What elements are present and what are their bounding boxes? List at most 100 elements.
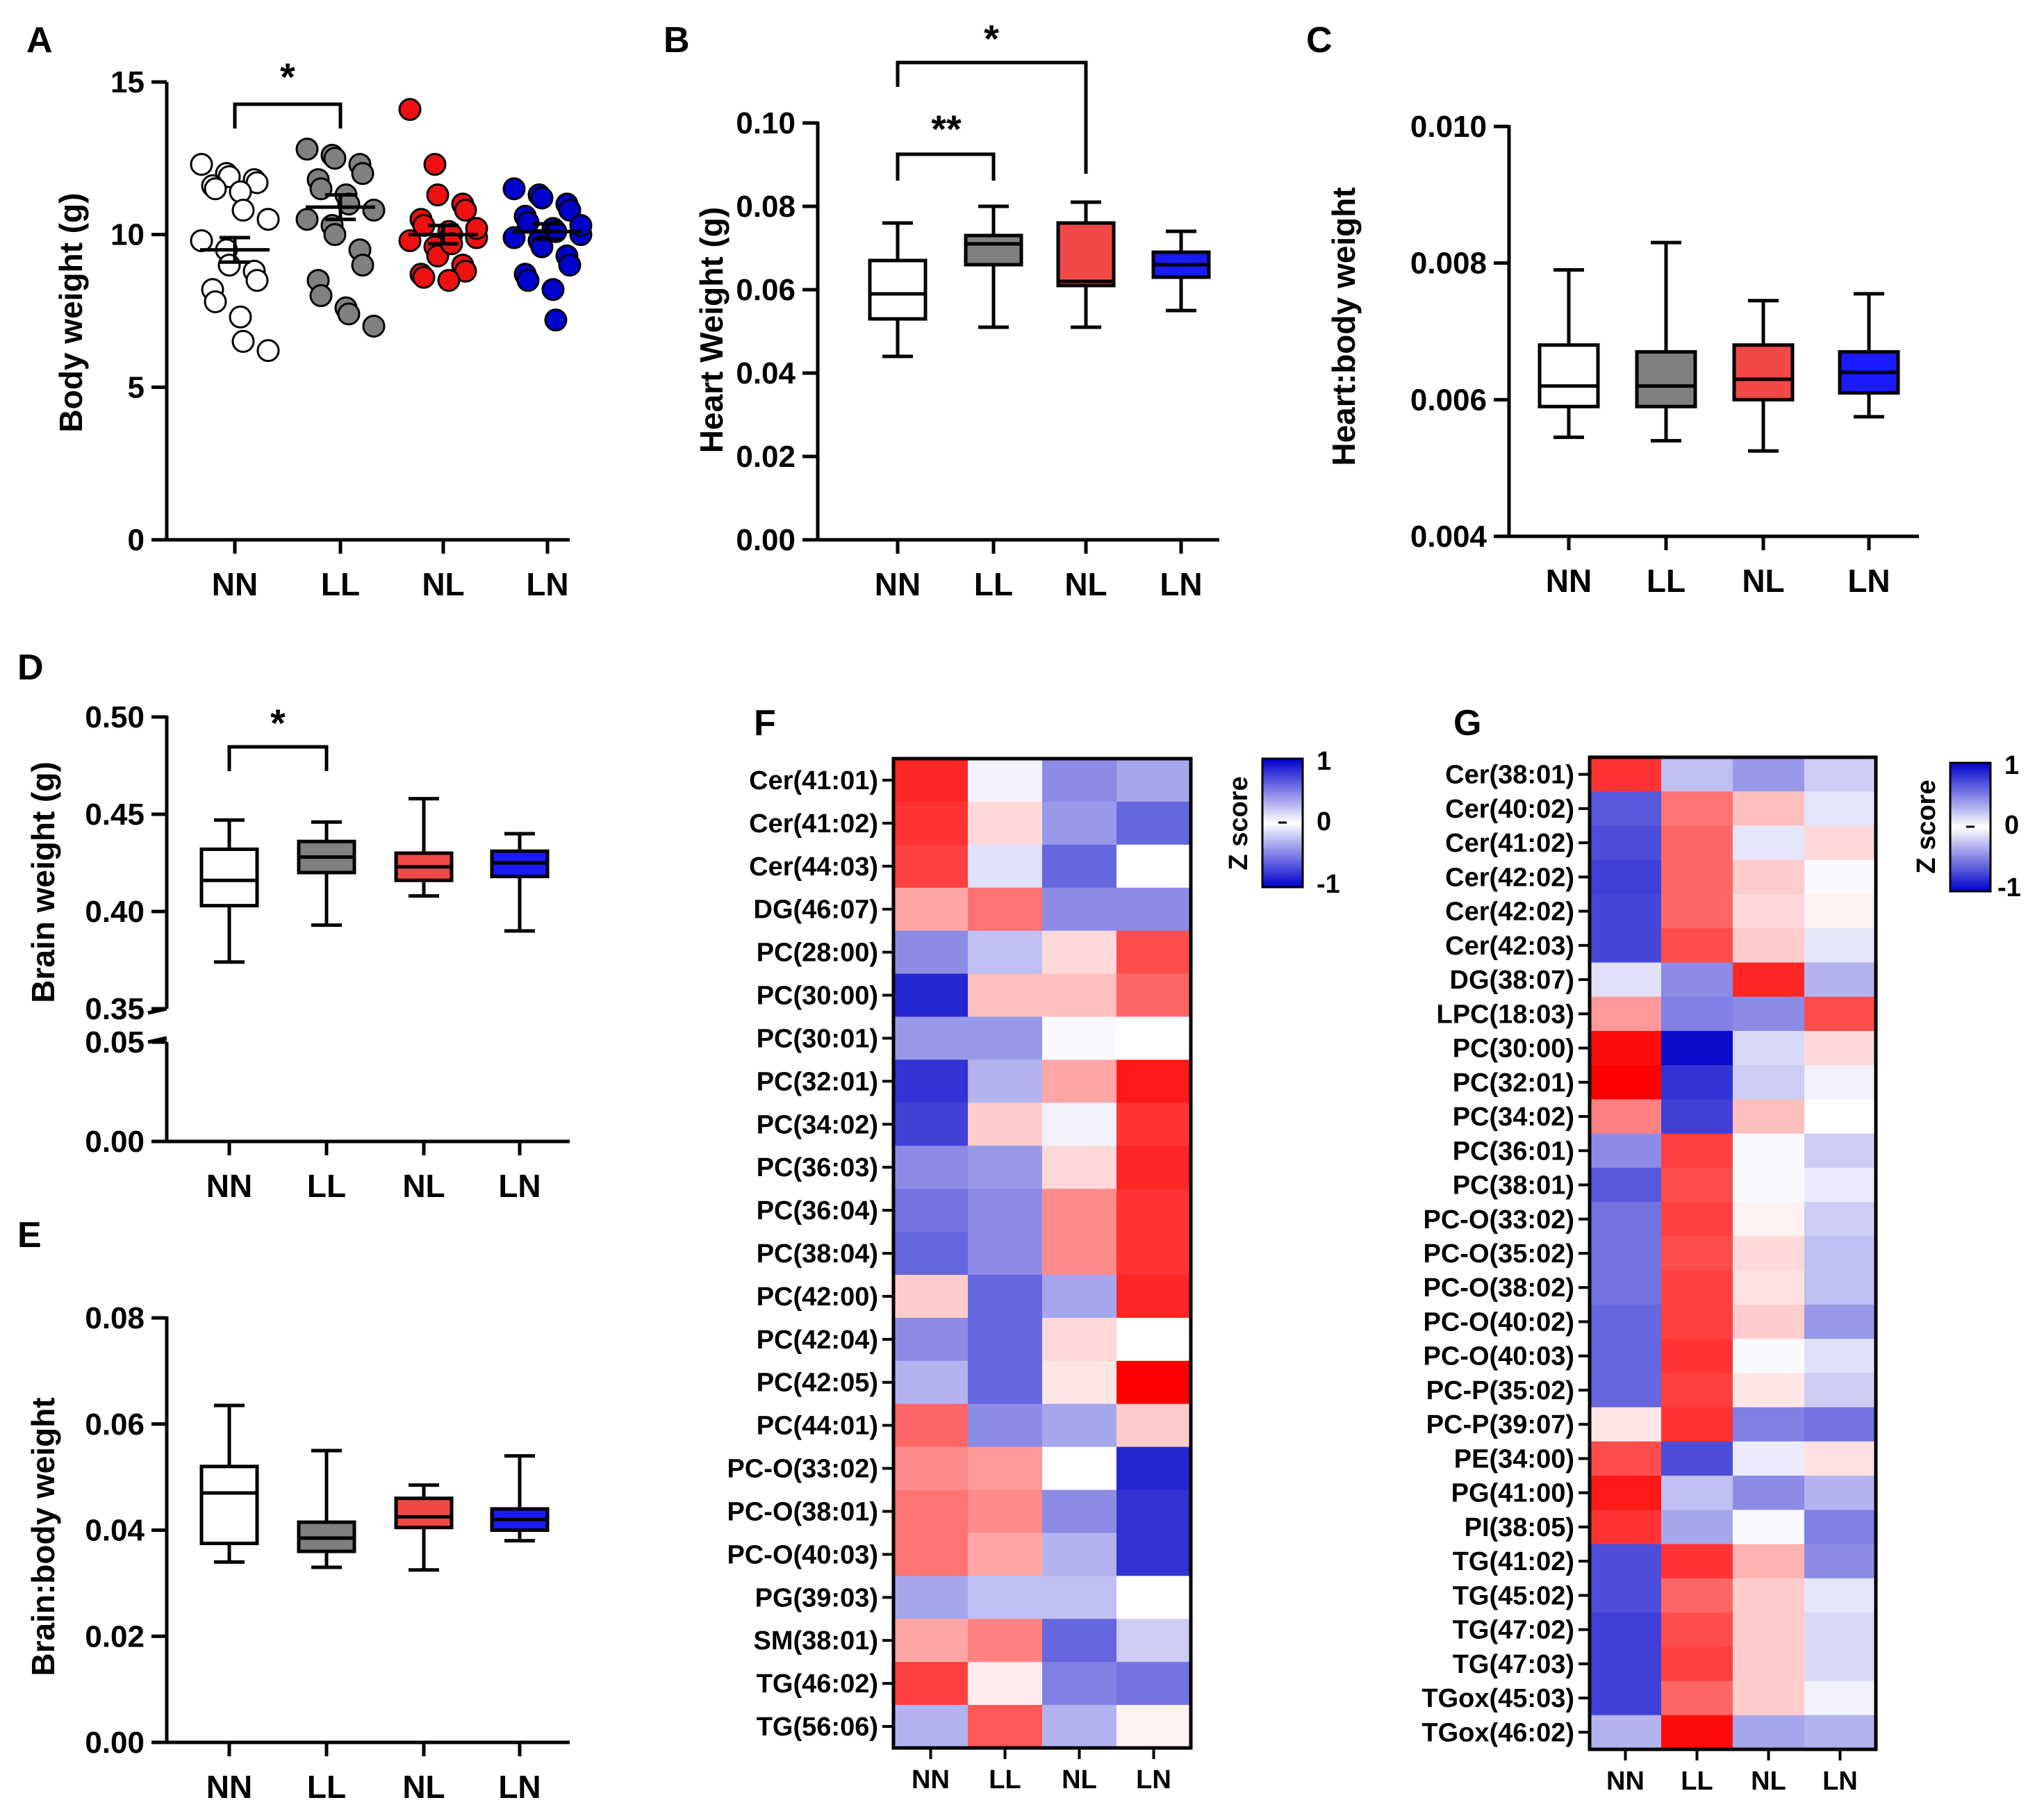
panel-g-heat-cell (1590, 1030, 1662, 1066)
panel-g-heat-cell (1661, 859, 1733, 895)
panel-g-heat-cell (1733, 1681, 1805, 1716)
panel-f-row-label: PC(36:04) (757, 1196, 878, 1226)
panel-g-row-label: PC-O(40:03) (1424, 1342, 1575, 1371)
panel-f-heat-cell (893, 1146, 969, 1189)
panel-g-heat-cell (1733, 1647, 1805, 1682)
panel-f-heat-cell (893, 1103, 969, 1146)
panel-b-ylabel: Heart Weight (g) (693, 207, 730, 453)
panel-f-row-label: DG(46:07) (754, 896, 879, 925)
panel-f-row-label: PC(42:04) (757, 1326, 878, 1355)
panel-g-heat-cell (1733, 1167, 1805, 1203)
panel-f-heat-cell (1116, 887, 1192, 932)
panel-f-heat-cell (893, 1189, 969, 1232)
panel-g-col-label: LL (1681, 1767, 1713, 1796)
panel-f-heat-cell (1042, 759, 1117, 802)
panel-f-heat-cell (893, 930, 969, 975)
panel-g-heat-cell (1661, 1202, 1733, 1237)
panel-b-box-nn (868, 258, 928, 321)
panel-f-heat-cell (1042, 1232, 1117, 1276)
panel-e-ytick-label: 0.02 (85, 1619, 145, 1653)
panel-a-sig-bracket (233, 102, 343, 129)
panel-e-ylabel: Brain:body weight (25, 1397, 61, 1676)
panel-a-label: A (26, 20, 53, 60)
panel-g-colorbar-tick-mid: 0 (2004, 811, 2019, 840)
panel-f-heat-cell (1116, 1059, 1192, 1103)
panel-g-heat-cell (1733, 1304, 1805, 1339)
panel-d-ytick-label: 0.45 (85, 798, 145, 832)
panel-f-heat-cell (1116, 1533, 1192, 1576)
panel-a-point-ll (351, 254, 374, 277)
panel-a-point-ln (530, 186, 554, 210)
panel-b-box-nl (1056, 221, 1116, 288)
panel-g-heat-cell (1733, 928, 1805, 963)
panel-f-heat-cell (1116, 844, 1192, 889)
panel-b-sig-star-single: * (984, 17, 999, 60)
panel-g-label: G (1453, 703, 1481, 743)
panel-f-heat-cell (968, 759, 1043, 802)
panel-b-ytick-label: 0.04 (736, 356, 796, 390)
panel-f-heat-cell (1042, 1619, 1117, 1662)
panel-f-row-label: PC(42:00) (757, 1282, 878, 1312)
panel-f-row-label: PC(30:01) (757, 1024, 878, 1053)
panel-f-heat-cell (968, 1446, 1043, 1491)
panel-f-heat-cell (893, 1446, 969, 1491)
panel-g-heat-cell (1590, 1133, 1662, 1169)
panel-e-category-label: LL (307, 1769, 346, 1805)
panel-a-ytick-label: 10 (110, 218, 145, 252)
panel-f-heat-cell (1116, 1317, 1192, 1362)
panel-g-heat-cell (1804, 1030, 1877, 1066)
panel-g-heat-cell (1804, 1578, 1877, 1613)
panel-b-category-label: NN (875, 566, 921, 602)
panel-g-heat-cell (1661, 1578, 1733, 1613)
panel-e-ytick-label: 0.00 (85, 1726, 145, 1760)
panel-f-heat-cell (1116, 759, 1192, 802)
panel-f-heat-cell (968, 1490, 1043, 1533)
panel-f-row-label: SM(38:01) (754, 1626, 879, 1656)
panel-f-heat-cell (893, 1533, 969, 1576)
panel-g-row-label: TG(47:03) (1453, 1650, 1574, 1679)
panel-g-heat-cell (1804, 996, 1877, 1032)
panel-a-ytick-label: 5 (128, 370, 145, 404)
panel-g-heat-cell (1661, 1270, 1733, 1305)
panel-g-col-label: NN (1606, 1767, 1645, 1796)
panel-f-heat-cell (893, 973, 969, 1017)
panel-g-heat-cell (1804, 1133, 1877, 1169)
panel-a-ytick-label: 15 (110, 65, 145, 99)
panel-f: F Cer(41:01) Cer(41:02) Cer(44:03) DG(46:07… (727, 703, 1340, 1794)
panel-f-heat-cell (968, 1360, 1043, 1405)
panel-g-row-label: PC-O(40:02) (1424, 1307, 1575, 1337)
panel-f-heat-cell (968, 973, 1043, 1017)
panel-f-heat-cell (893, 801, 969, 845)
panel-e-box-nn (199, 1464, 259, 1546)
panel-g-row-label: TG(41:02) (1453, 1547, 1574, 1576)
panel-g-heat-cell (1804, 825, 1877, 861)
panel-c: C Heart:body weight 0.004 0.006 0.008 0.010… (1306, 20, 1919, 599)
panel-e-category-label: NN (206, 1769, 252, 1805)
panel-c-ytick-label: 0.006 (1410, 383, 1487, 417)
panel-g-heat-cell (1590, 1647, 1662, 1682)
panel-g-heat-cell (1590, 1373, 1662, 1408)
panel-g-heat-cell (1804, 1476, 1877, 1510)
panel-g-heat-cell (1733, 1030, 1805, 1066)
panel-f-row-label: PC(34:02) (757, 1110, 878, 1139)
panel-g-heat-cell (1590, 1304, 1662, 1339)
panel-f-row-label: Cer(44:03) (749, 852, 878, 882)
panel-f-col-label: LL (989, 1765, 1021, 1794)
panel-g-heat-cell (1661, 1065, 1733, 1100)
panel-f-heat-cell (1116, 1446, 1192, 1491)
panel-b-sig-star-double: ** (931, 107, 962, 151)
panel-f-heat-cell (1042, 1016, 1117, 1060)
panel-f-colorbar-tick-bottom: -1 (1317, 870, 1340, 899)
panel-c-category-label: NN (1546, 563, 1592, 599)
panel-f-heat-cell (968, 1189, 1043, 1232)
panel-g: G Cer(38:01) Cer(40:02) Cer(41:02) Cer(42:0… (1421, 703, 2020, 1796)
panel-f-heat-cell (968, 1103, 1043, 1146)
panel-g-heat-cell (1661, 996, 1733, 1032)
panel-e-ytick-label: 0.08 (85, 1301, 145, 1335)
panel-d-ytick-label: 0.40 (85, 895, 145, 929)
panel-g-heat-cell (1804, 1441, 1877, 1476)
panel-b-ytick-label: 0.08 (736, 190, 796, 224)
panel-d-ytick-label: 0.50 (85, 700, 145, 734)
panel-f-heat-cell (1116, 930, 1192, 975)
panel-g-col-label: NL (1751, 1767, 1786, 1796)
